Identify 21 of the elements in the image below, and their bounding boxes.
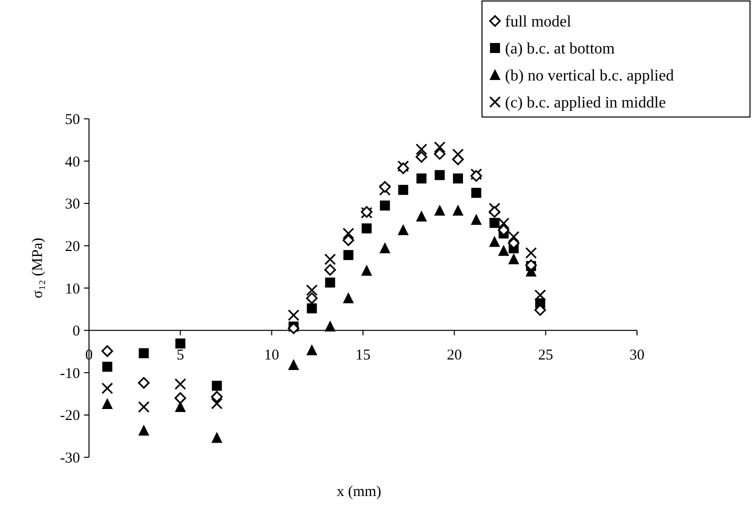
legend-label: (c) b.c. applied in middle	[505, 94, 666, 112]
y-tick-label: -20	[60, 408, 80, 424]
y-tick-label: 0	[72, 324, 80, 340]
y-tick-label: -10	[60, 366, 80, 382]
x-tick-label: 15	[356, 347, 370, 364]
y-tick-label: 10	[65, 281, 80, 298]
x-tick-label: 30	[630, 347, 644, 364]
y-tick-label: 20	[65, 238, 80, 255]
x-tick-label: 20	[446, 347, 462, 364]
x-tick-label: 5	[176, 347, 184, 364]
y-tick-label: 40	[65, 154, 80, 170]
x-axis-title: x (mm)	[336, 484, 382, 500]
y-axis-title: σ₁₂ (MPa)	[30, 238, 46, 298]
x-tick-label: 10	[264, 347, 280, 364]
y-tick-label: -30	[60, 450, 80, 467]
legend-label: full model	[505, 14, 572, 31]
legend-label: (b) no vertical b.c. applied	[505, 68, 674, 85]
y-tick-label: 50	[65, 112, 80, 128]
legend-label: (a) b.c. at bottom	[505, 40, 616, 58]
y-tick-label: 30	[65, 196, 80, 213]
x-tick-label: 25	[538, 347, 554, 364]
